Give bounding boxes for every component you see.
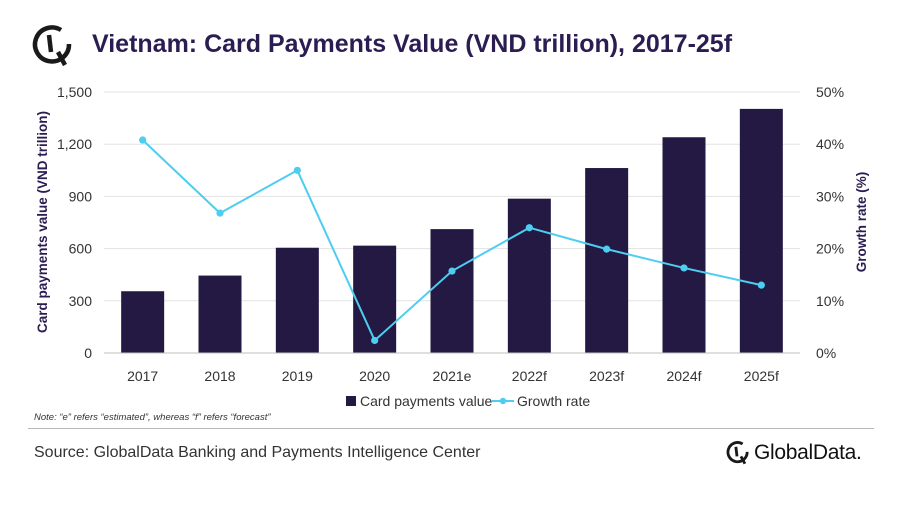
bar bbox=[739, 108, 783, 354]
chart-title: Vietnam: Card Payments Value (VND trilli… bbox=[92, 30, 733, 58]
divider bbox=[28, 428, 874, 429]
combo-chart: 0 300 600 900 1,200 1,500 0% 10% 20% 30% 40% 50% 201… bbox=[35, 84, 869, 409]
legend-swatch-bar bbox=[346, 396, 356, 406]
growth-rate-point bbox=[525, 224, 533, 232]
growth-rate-point bbox=[757, 281, 765, 289]
x-tick-label: 2023f bbox=[589, 368, 624, 384]
growth-rate-point bbox=[371, 336, 379, 345]
brand-logo: GlobalData. bbox=[724, 438, 862, 468]
bar bbox=[353, 245, 397, 353]
growth-rate-point bbox=[680, 264, 688, 272]
x-tick-label: 2019 bbox=[282, 368, 313, 384]
x-tick-label: 2020 bbox=[359, 368, 390, 384]
y2-tick-label: 20% bbox=[816, 241, 844, 257]
bar bbox=[275, 247, 319, 353]
growth-rate-point bbox=[216, 209, 224, 217]
y-tick-label: 300 bbox=[69, 293, 93, 309]
y2-axis-title: Growth rate (%) bbox=[854, 172, 869, 273]
globaldata-small-icon bbox=[726, 441, 749, 465]
y-tick-label: 900 bbox=[69, 188, 93, 204]
x-tick-label: 2021e bbox=[433, 368, 472, 384]
y-tick-label: 1,500 bbox=[57, 84, 92, 100]
bar bbox=[585, 168, 629, 353]
legend-label: Card payments value bbox=[360, 393, 493, 409]
x-tick-label: 2025f bbox=[744, 368, 779, 384]
legend-swatch-marker bbox=[499, 397, 507, 405]
y-tick-label: 1,200 bbox=[57, 136, 92, 152]
y2-tick-label: 40% bbox=[816, 136, 844, 152]
growth-rate-point bbox=[293, 166, 301, 174]
legend-label: Growth rate bbox=[517, 393, 590, 409]
bar bbox=[198, 275, 242, 353]
x-tick-label: 2017 bbox=[127, 368, 158, 384]
footnote: Note: “e” refers “estimated”, whereas “f… bbox=[34, 412, 271, 423]
growth-rate-point bbox=[139, 136, 147, 144]
y2-tick-label: 30% bbox=[816, 188, 844, 204]
x-tick-label: 2018 bbox=[204, 368, 235, 384]
growth-rate-point bbox=[448, 267, 456, 275]
y-axis-title: Card payments value (VND trillion) bbox=[35, 111, 50, 333]
x-tick-label: 2022f bbox=[512, 368, 547, 384]
y2-tick-label: 50% bbox=[816, 84, 844, 100]
bar bbox=[662, 137, 706, 353]
growth-rate-point bbox=[603, 245, 611, 253]
y2-tick-label: 0% bbox=[816, 345, 836, 361]
bar bbox=[121, 291, 165, 353]
x-tick-label: 2024f bbox=[666, 368, 701, 384]
y2-tick-label: 10% bbox=[816, 293, 844, 309]
y-tick-label: 600 bbox=[69, 241, 93, 257]
bar bbox=[507, 198, 551, 353]
globaldata-logo-icon bbox=[32, 25, 72, 67]
source-text: Source: GlobalData Banking and Payments … bbox=[34, 444, 481, 461]
brand-name: GlobalData. bbox=[754, 441, 862, 464]
y-tick-label: 0 bbox=[84, 345, 92, 361]
bar bbox=[430, 229, 474, 353]
